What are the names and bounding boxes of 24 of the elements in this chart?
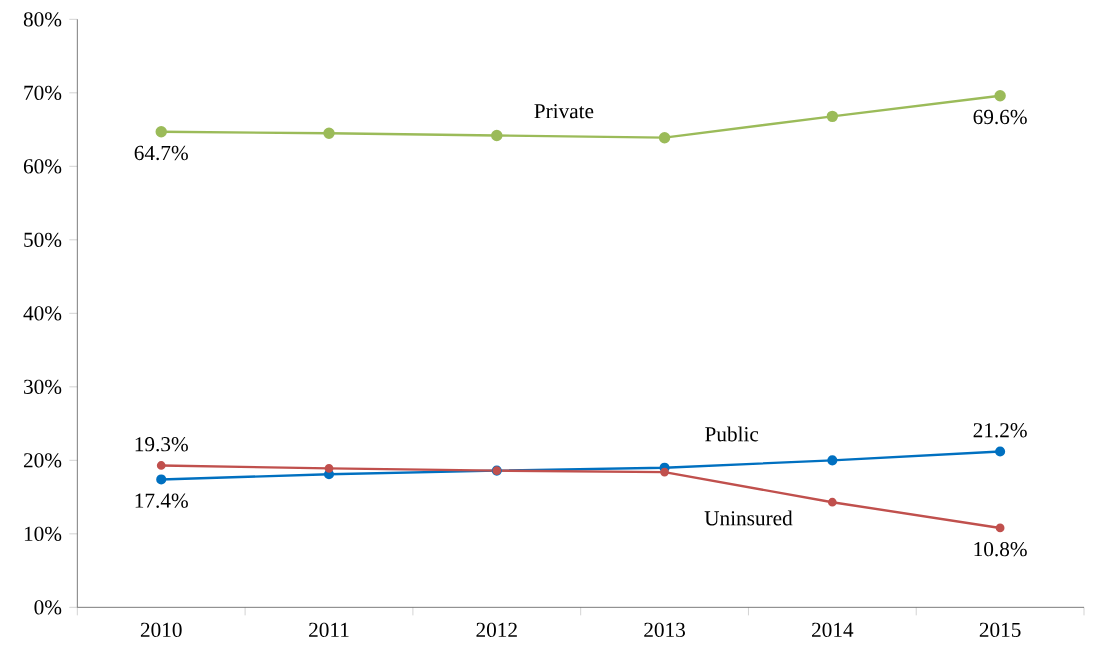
data-label: 69.6% — [973, 109, 1027, 125]
x-tick-label: 2011 — [309, 622, 349, 638]
y-tick-label: 40% — [23, 306, 62, 321]
y-tick-label: 10% — [24, 526, 62, 542]
y-tick-label: 60% — [23, 159, 62, 174]
data-label: 10.8% — [974, 541, 1027, 557]
x-tick-label: 2015 — [979, 622, 1021, 638]
series-label: Uninsured — [704, 510, 793, 526]
y-tick-label: 20% — [23, 453, 62, 468]
data-label: 64.7% — [134, 145, 188, 161]
y-tick-label: 30% — [24, 379, 62, 395]
y-tick-label: 70% — [24, 85, 62, 101]
x-tick-label: 2013 — [644, 622, 685, 638]
y-tick-label: 50% — [24, 232, 62, 248]
data-label: 21.2% — [973, 423, 1027, 438]
y-tick-label: 0% — [34, 600, 62, 615]
data-label: 19.3% — [135, 437, 188, 452]
x-tick-label: 2014 — [812, 622, 854, 638]
x-tick-label: 2012 — [476, 622, 517, 638]
series-label: Public — [705, 426, 759, 442]
y-tick-label: 80% — [23, 12, 62, 27]
series-label: Private — [534, 104, 594, 119]
data-label: 17.4% — [135, 493, 188, 508]
x-tick-label: 2010 — [140, 622, 182, 638]
